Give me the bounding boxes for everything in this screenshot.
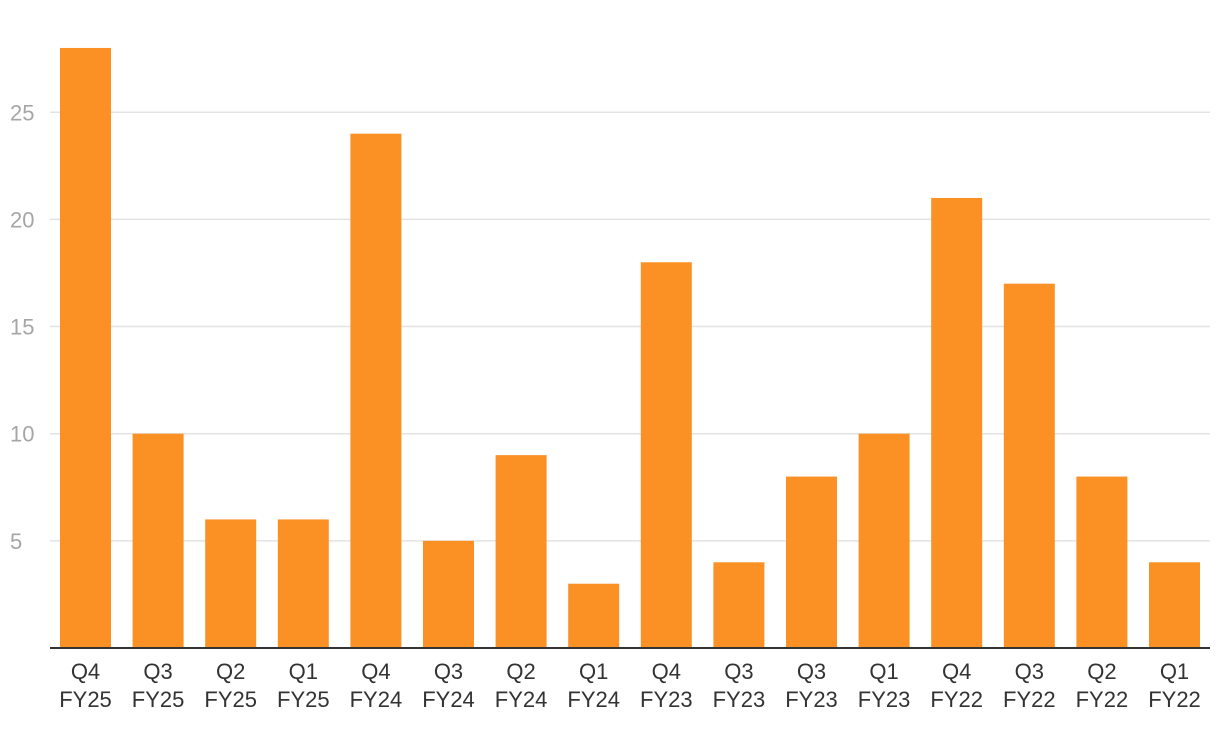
x-tick-label-quarter: Q3 bbox=[434, 659, 463, 684]
x-tick-label-year: FY23 bbox=[640, 687, 693, 712]
bar bbox=[1149, 562, 1200, 648]
x-tick-label-year: FY24 bbox=[350, 687, 403, 712]
bar bbox=[423, 540, 474, 648]
bar bbox=[350, 133, 402, 648]
y-tick-label: 5 bbox=[10, 529, 22, 554]
x-tick-label-year: FY23 bbox=[785, 687, 838, 712]
x-tick-label-quarter: Q4 bbox=[71, 659, 100, 684]
bar bbox=[568, 583, 620, 648]
bar bbox=[931, 197, 983, 648]
x-axis-ticks: Q4 FY25 Q3 FY25 Q2 FY25 Q1 FY25 Q4 FY24 Q3 FY24 Q2 FY… bbox=[59, 659, 1201, 712]
y-axis-ticks: 5 10 15 20 25 bbox=[10, 100, 34, 554]
bar bbox=[640, 262, 692, 648]
x-tick-label-quarter: Q2 bbox=[506, 659, 535, 684]
x-tick-label-year: FY24 bbox=[495, 687, 548, 712]
x-tick-label-year: FY23 bbox=[713, 687, 766, 712]
y-tick-label: 10 bbox=[10, 422, 34, 447]
x-tick-label-quarter: Q4 bbox=[361, 659, 390, 684]
x-tick-label-quarter: Q3 bbox=[724, 659, 753, 684]
bar bbox=[205, 519, 257, 648]
x-tick-label-quarter: Q1 bbox=[289, 659, 318, 684]
bars bbox=[60, 47, 1200, 648]
y-tick-label: 15 bbox=[10, 315, 34, 340]
bar bbox=[277, 519, 329, 648]
bar bbox=[858, 433, 910, 648]
x-tick-label-year: FY25 bbox=[204, 687, 257, 712]
x-tick-label-quarter: Q1 bbox=[1160, 659, 1189, 684]
x-tick-label-quarter: Q4 bbox=[652, 659, 681, 684]
x-tick-label-quarter: Q3 bbox=[1015, 659, 1044, 684]
x-tick-label-quarter: Q4 bbox=[942, 659, 971, 684]
x-tick-label-quarter: Q2 bbox=[1087, 659, 1116, 684]
bar bbox=[713, 562, 765, 648]
x-tick-label-year: FY22 bbox=[1148, 687, 1201, 712]
bar bbox=[1076, 476, 1128, 648]
x-tick-label-year: FY22 bbox=[930, 687, 983, 712]
x-tick-label-year: FY22 bbox=[1003, 687, 1056, 712]
bar bbox=[786, 476, 837, 648]
x-tick-label-quarter: Q1 bbox=[869, 659, 898, 684]
x-tick-label-year: FY25 bbox=[277, 687, 330, 712]
x-tick-label-year: FY25 bbox=[59, 687, 112, 712]
x-tick-label-year: FY25 bbox=[132, 687, 185, 712]
x-tick-label-quarter: Q1 bbox=[579, 659, 608, 684]
bar bbox=[495, 455, 547, 648]
y-tick-label: 20 bbox=[10, 207, 34, 232]
x-tick-label-year: FY23 bbox=[858, 687, 911, 712]
bar bbox=[1003, 283, 1055, 648]
y-tick-label: 25 bbox=[10, 100, 34, 125]
x-tick-label-year: FY24 bbox=[567, 687, 620, 712]
x-tick-label-year: FY24 bbox=[422, 687, 475, 712]
bar bbox=[132, 433, 184, 648]
x-tick-label-quarter: Q2 bbox=[216, 659, 245, 684]
x-tick-label-year: FY22 bbox=[1076, 687, 1129, 712]
x-tick-label-quarter: Q3 bbox=[143, 659, 172, 684]
bar bbox=[60, 47, 111, 648]
x-tick-label-quarter: Q3 bbox=[797, 659, 826, 684]
